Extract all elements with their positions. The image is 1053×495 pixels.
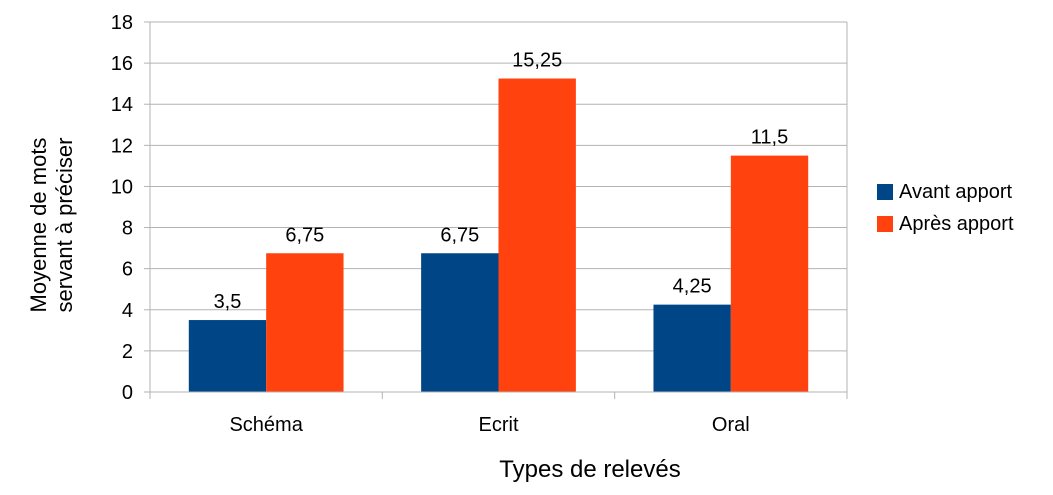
y-axis-label-line-2: servant à préciser [52,137,77,313]
legend-swatch-apres [877,216,893,232]
x-tick-label: Schéma [229,414,303,436]
y-axis-label: Moyenne de mots servant à préciser [26,75,78,375]
bar [188,320,267,392]
y-axis-label-line-1: Moyenne de mots [26,137,51,313]
bar [421,253,499,392]
bar [653,304,731,392]
legend-label-apres: Après apport [899,212,1014,235]
x-tick-label: Ecrit [479,414,519,436]
y-tick-label: 16 [111,53,133,75]
data-label: 15,25 [512,50,562,72]
legend: Avant apport Après apport [877,176,1014,240]
y-tick-label: 10 [111,176,133,198]
data-label: 4,25 [673,276,712,298]
x-tick-label: Oral [712,414,750,436]
bar [266,253,344,392]
legend-label-avant: Avant apport [899,180,1013,203]
y-tick-label: 12 [111,135,133,157]
legend-item-avant: Avant apport [877,176,1014,208]
bar [730,155,809,392]
data-label: 6,75 [440,224,479,246]
x-axis-label: Types de relevés [499,456,681,483]
legend-item-apres: Après apport [877,208,1014,240]
bar [498,78,576,393]
y-tick-label: 2 [122,341,133,363]
y-tick-label: 18 [111,12,133,34]
y-tick-label: 6 [122,259,133,281]
data-label: 6,75 [285,224,324,246]
y-tick-label: 8 [122,218,133,240]
y-tick-label: 0 [122,382,133,404]
legend-swatch-avant [877,184,893,200]
y-tick-label: 4 [122,300,133,322]
data-label: 11,5 [751,127,788,149]
y-tick-label: 14 [111,94,133,116]
data-label: 3,5 [214,291,242,313]
